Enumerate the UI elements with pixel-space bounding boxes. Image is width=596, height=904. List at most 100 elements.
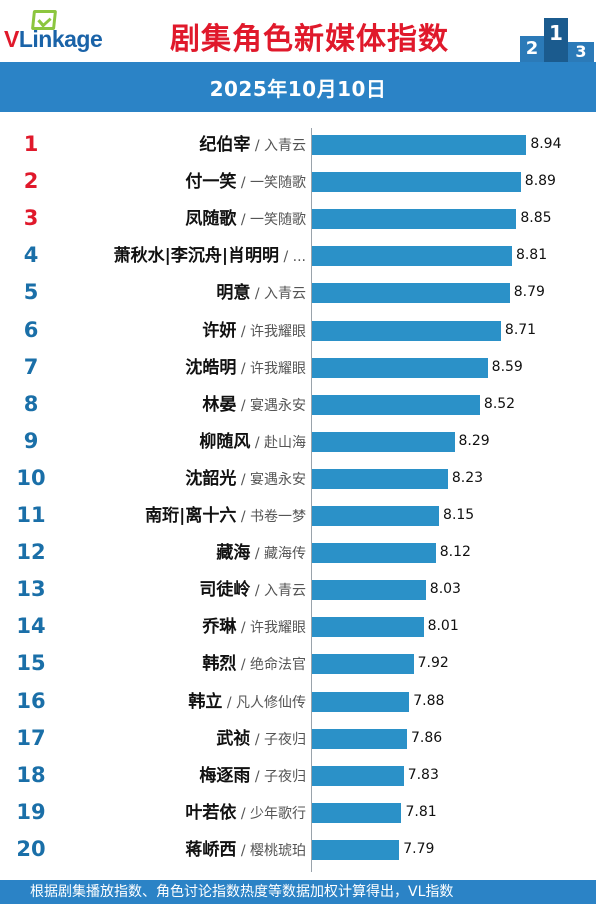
chart-row: 11 南珩|离十六 / 书卷一梦 8.15 (0, 497, 596, 534)
character-name: 乔琳 (202, 617, 237, 638)
show-title: / 少年歌行 (236, 805, 306, 822)
category-label: 沈皓明 / 许我耀眼 (185, 349, 306, 386)
category-label: 叶若依 / 少年歌行 (185, 794, 306, 831)
bar (312, 283, 510, 304)
bar (312, 728, 407, 749)
rank-number: 18 (16, 762, 46, 787)
rank-number: 8 (23, 391, 39, 416)
category-label: 南珩|离十六 / 书卷一梦 (145, 497, 306, 534)
bar (312, 468, 448, 489)
date-label: 2025年10月10日 (209, 76, 387, 101)
bar (312, 506, 440, 526)
chart-row: 20 蒋峤西 / 樱桃琥珀 7.79 (0, 831, 596, 868)
value-label: 8.59 (491, 358, 523, 375)
bar (312, 357, 488, 378)
value-label: 8.89 (524, 173, 556, 190)
category-label: 萧秋水|李沉舟|肖明明 / ... (114, 237, 306, 274)
value-label: 7.88 (413, 692, 445, 709)
category-label: 凤随歌 / 一笑随歌 (185, 200, 306, 237)
rank-number: 1 (23, 132, 39, 156)
category-label: 明意 / 入青云 (216, 274, 306, 311)
bar (312, 543, 436, 564)
category-label: 蒋峤西 / 樱桃琥珀 (185, 831, 306, 868)
chart-row: 17 武祯 / 子夜归 7.86 (0, 720, 596, 757)
bar (312, 172, 521, 193)
show-title: / 赴山海 (250, 434, 306, 451)
chart-row: 8 林晏 / 宴遇永安 8.52 (0, 386, 596, 423)
rank-number: 3 (23, 206, 39, 231)
vlinkage-logo: VLinkage (4, 8, 134, 54)
logo-text: VLinkage (4, 26, 103, 53)
show-title: / 一笑随歌 (236, 212, 306, 229)
chart-row: 19 叶若依 / 少年歌行 7.81 (0, 794, 596, 831)
bar (312, 802, 402, 823)
show-title: / 樱桃琥珀 (236, 842, 306, 859)
bar (312, 580, 426, 601)
category-label: 乔琳 / 许我耀眼 (202, 608, 306, 645)
podium-icon: 2 1 3 (518, 4, 596, 62)
show-title: / 宴遇永安 (236, 471, 306, 488)
show-title: / 入青云 (250, 583, 306, 600)
character-name: 林晏 (202, 394, 237, 415)
rank-number: 7 (23, 354, 39, 379)
character-name: 柳随风 (199, 431, 251, 452)
chart-row: 10 沈韶光 / 宴遇永安 8.23 (0, 460, 596, 497)
category-label: 纪伯宰 / 入青云 (199, 126, 306, 163)
show-title: / 入青云 (250, 138, 306, 154)
header: VLinkage 剧集角色新媒体指数 2 1 3 (0, 0, 596, 62)
rank-number: 20 (16, 836, 46, 861)
character-name: 藏海 (216, 543, 251, 564)
chart-row: 16 韩立 / 凡人修仙传 7.88 (0, 683, 596, 720)
value-label: 7.86 (411, 729, 443, 746)
value-label: 8.03 (429, 581, 461, 598)
character-name: 萧秋水|李沉舟|肖明明 (113, 246, 280, 267)
chart-row: 18 梅逐雨 / 子夜归 7.83 (0, 757, 596, 794)
show-title: / 宴遇永安 (236, 397, 306, 414)
footer-band: 根据剧集播放指数、角色讨论指数热度等数据加权计算得出，VL指数 (0, 880, 596, 904)
show-title: / 藏海传 (250, 546, 306, 563)
rank-number: 2 (23, 169, 39, 194)
category-label: 付一笑 / 一笑随歌 (185, 163, 306, 200)
bar (312, 617, 424, 638)
rank-number: 13 (16, 577, 46, 602)
category-label: 柳随风 / 赴山海 (199, 423, 306, 460)
value-label: 7.92 (417, 655, 449, 672)
character-name: 凤随歌 (185, 209, 237, 230)
chart-row: 12 藏海 / 藏海传 8.12 (0, 534, 596, 571)
show-title: / 子夜归 (250, 731, 306, 748)
logo-wordmark: Linkage (18, 26, 103, 52)
character-name: 沈韶光 (185, 468, 237, 489)
value-label: 7.83 (407, 766, 439, 783)
rank-number: 15 (16, 651, 46, 676)
podium-step-3: 3 (568, 42, 594, 62)
chart-axis-line (311, 128, 312, 872)
show-title: / 凡人修仙传 (222, 694, 306, 711)
bar (312, 394, 480, 415)
show-title: / ... (279, 249, 306, 266)
character-name: 沈皓明 (185, 357, 237, 378)
chart-row: 15 韩烈 / 绝命法官 7.92 (0, 645, 596, 682)
chart-row: 3 凤随歌 / 一笑随歌 8.85 (0, 200, 596, 237)
footer-text: 根据剧集播放指数、角色讨论指数热度等数据加权计算得出，VL指数 (30, 884, 454, 900)
character-name: 韩烈 (202, 654, 237, 675)
value-label: 8.15 (443, 507, 475, 523)
show-title: / 一笑随歌 (236, 175, 306, 192)
chart-row: 4 萧秋水|李沉舟|肖明明 / ... 8.81 (0, 237, 596, 274)
bar (312, 209, 517, 230)
show-title: / 子夜归 (250, 768, 306, 785)
rank-number: 9 (23, 428, 39, 453)
chart-row: 6 许妍 / 许我耀眼 8.71 (0, 312, 596, 349)
chart-row: 1 纪伯宰 / 入青云 8.94 (0, 126, 596, 163)
chart-row: 9 柳随风 / 赴山海 8.29 (0, 423, 596, 460)
rank-number: 17 (16, 725, 46, 750)
character-name: 付一笑 (185, 172, 237, 193)
value-label: 8.85 (520, 210, 552, 227)
podium-step-2: 2 (520, 36, 544, 62)
character-name: 司徒岭 (199, 580, 251, 601)
character-name: 明意 (216, 283, 251, 304)
value-label: 8.71 (504, 321, 537, 338)
date-band: 2025年10月10日 (0, 62, 596, 112)
rank-number: 5 (23, 280, 39, 305)
show-title: / 入青云 (250, 286, 306, 303)
rank-number: 6 (23, 317, 39, 342)
